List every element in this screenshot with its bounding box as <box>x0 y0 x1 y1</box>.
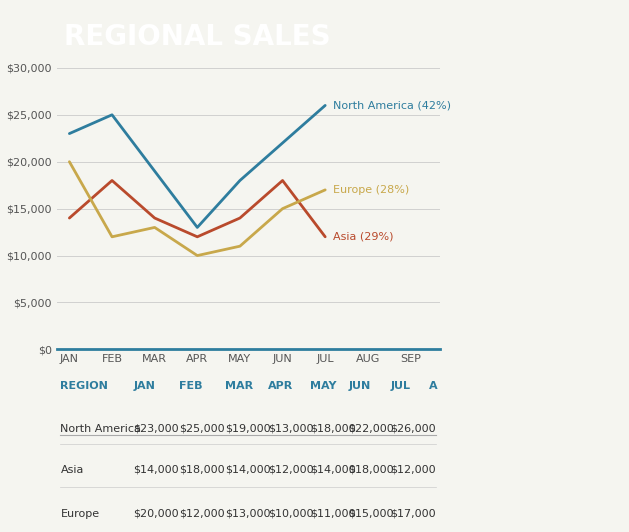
Text: $10,000: $10,000 <box>268 509 313 519</box>
Text: $12,000: $12,000 <box>179 509 225 519</box>
Text: JUL: JUL <box>391 381 410 392</box>
Text: REGIONAL SALES: REGIONAL SALES <box>64 22 331 51</box>
Text: $18,000: $18,000 <box>179 464 225 475</box>
Text: FEB: FEB <box>179 381 203 392</box>
Text: $14,000: $14,000 <box>310 464 355 475</box>
Text: Europe (28%): Europe (28%) <box>333 185 409 195</box>
Text: $19,000: $19,000 <box>225 424 271 434</box>
Text: REGION: REGION <box>60 381 108 392</box>
Text: $20,000: $20,000 <box>133 509 179 519</box>
Text: APR: APR <box>268 381 293 392</box>
Text: A: A <box>429 381 437 392</box>
Text: MAY: MAY <box>310 381 337 392</box>
Text: MAR: MAR <box>225 381 253 392</box>
Text: $13,000: $13,000 <box>225 509 271 519</box>
Text: $17,000: $17,000 <box>391 509 436 519</box>
Text: $18,000: $18,000 <box>310 424 355 434</box>
Text: $25,000: $25,000 <box>179 424 225 434</box>
Text: $26,000: $26,000 <box>391 424 436 434</box>
Text: $23,000: $23,000 <box>133 424 179 434</box>
Text: $14,000: $14,000 <box>133 464 179 475</box>
Text: $12,000: $12,000 <box>391 464 436 475</box>
Text: Asia (29%): Asia (29%) <box>333 232 393 242</box>
Text: North America: North America <box>60 424 142 434</box>
Text: JUN: JUN <box>348 381 370 392</box>
Text: $14,000: $14,000 <box>225 464 271 475</box>
Text: $12,000: $12,000 <box>268 464 313 475</box>
Text: Europe: Europe <box>60 509 99 519</box>
Text: $11,000: $11,000 <box>310 509 355 519</box>
Text: $13,000: $13,000 <box>268 424 313 434</box>
Text: JAN: JAN <box>133 381 155 392</box>
Text: Asia: Asia <box>60 464 84 475</box>
Text: North America (42%): North America (42%) <box>333 101 451 111</box>
Text: $18,000: $18,000 <box>348 464 394 475</box>
Text: $22,000: $22,000 <box>348 424 394 434</box>
Text: $15,000: $15,000 <box>348 509 394 519</box>
